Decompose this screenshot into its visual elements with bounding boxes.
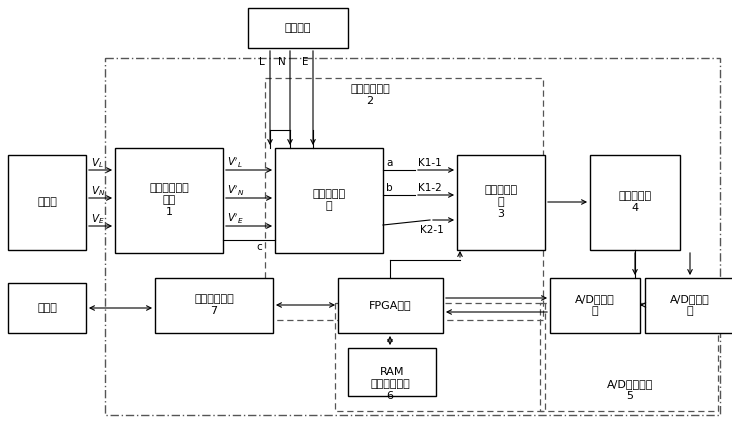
Text: 上位机: 上位机 bbox=[37, 303, 57, 313]
Bar bbox=[590, 155, 680, 250]
Text: RAM: RAM bbox=[380, 367, 404, 377]
Text: 滤波器模块
4: 滤波器模块 4 bbox=[619, 191, 651, 213]
Bar bbox=[105, 58, 720, 415]
Bar bbox=[550, 278, 640, 333]
Text: 噪声分离电
路: 噪声分离电 路 bbox=[313, 189, 346, 211]
Bar bbox=[348, 348, 436, 396]
Text: 噪声放大模
块
3: 噪声放大模 块 3 bbox=[485, 185, 518, 219]
Text: 被测设备: 被测设备 bbox=[285, 23, 311, 33]
Bar bbox=[645, 278, 732, 333]
Text: A/D驱动芯
片: A/D驱动芯 片 bbox=[670, 294, 710, 316]
Text: $V_N$: $V_N$ bbox=[91, 184, 105, 198]
Text: K2-1: K2-1 bbox=[420, 225, 444, 235]
Bar bbox=[540, 303, 718, 411]
Text: A/D采样芯
片: A/D采样芯 片 bbox=[575, 294, 615, 316]
Text: 中心控制模块
6: 中心控制模块 6 bbox=[370, 379, 410, 401]
Text: $V'_N$: $V'_N$ bbox=[227, 184, 244, 198]
Bar bbox=[335, 303, 545, 411]
Text: L: L bbox=[259, 57, 265, 67]
Text: $V'_E$: $V'_E$ bbox=[227, 212, 244, 226]
Bar bbox=[155, 278, 273, 333]
Text: $V'_L$: $V'_L$ bbox=[227, 156, 243, 170]
Text: $V_L$: $V_L$ bbox=[91, 156, 104, 170]
Bar bbox=[8, 283, 86, 333]
Text: a: a bbox=[386, 158, 392, 168]
Bar bbox=[248, 8, 348, 48]
Text: 线性阻抗稳定
网络
1: 线性阻抗稳定 网络 1 bbox=[149, 184, 189, 217]
Text: FPGA芯片: FPGA芯片 bbox=[369, 300, 411, 310]
Text: E: E bbox=[302, 57, 308, 67]
Text: K1-1: K1-1 bbox=[418, 158, 441, 168]
Text: 串口通信模块
7: 串口通信模块 7 bbox=[194, 294, 234, 316]
Bar bbox=[115, 148, 223, 253]
Bar bbox=[265, 78, 543, 320]
Bar bbox=[338, 278, 443, 333]
Text: K1-2: K1-2 bbox=[418, 183, 441, 193]
Text: A/D采样模块
5: A/D采样模块 5 bbox=[607, 379, 653, 401]
Text: $V_E$: $V_E$ bbox=[91, 212, 105, 226]
Text: 主电源: 主电源 bbox=[37, 197, 57, 207]
Text: c: c bbox=[256, 242, 262, 252]
Text: N: N bbox=[278, 57, 286, 67]
Text: b: b bbox=[386, 183, 392, 193]
Bar bbox=[457, 155, 545, 250]
Bar bbox=[8, 155, 86, 250]
Bar bbox=[275, 148, 383, 253]
Text: 信号选择模块
2: 信号选择模块 2 bbox=[350, 84, 390, 106]
